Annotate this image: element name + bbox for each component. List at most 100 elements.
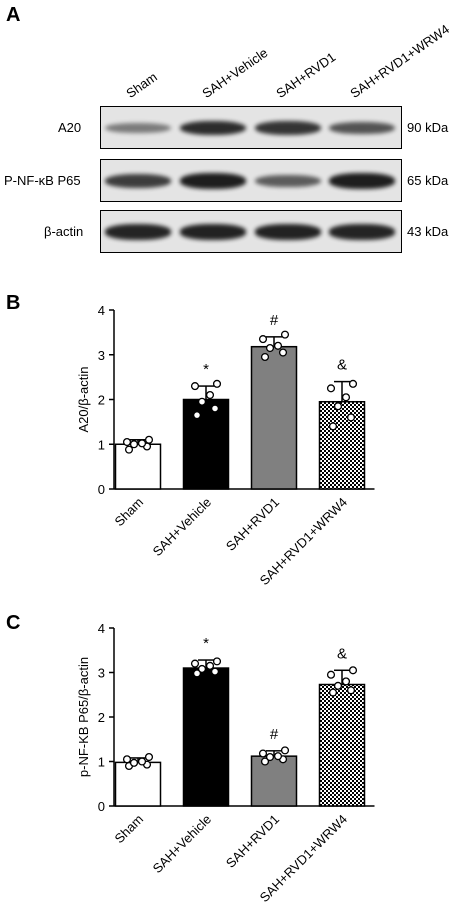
y-tick-label: 1 <box>98 437 105 452</box>
y-axis-label: p-NF-KB P65/β-actin <box>76 657 91 777</box>
data-point <box>278 348 288 357</box>
blot-band <box>180 224 246 240</box>
data-point <box>258 749 268 758</box>
blot-strip-p-nf-kb-p65 <box>100 159 402 202</box>
data-point <box>326 670 336 679</box>
x-tick-label: SAH+Vehicle <box>150 812 215 877</box>
y-tick-label: 0 <box>98 482 105 497</box>
data-point <box>265 753 275 762</box>
blot-band <box>255 174 321 188</box>
blot-kda-beta-actin: 43 kDa <box>407 224 449 239</box>
data-point <box>129 758 139 767</box>
data-point <box>122 437 132 447</box>
significance-mark: & <box>337 357 347 374</box>
data-point <box>341 677 351 686</box>
x-tick-label: SAH+RVD1 <box>223 495 282 554</box>
data-point <box>260 757 270 766</box>
data-point <box>280 746 290 755</box>
lane-label-sah-rvd1-wrw4: SAH+RVD1+WRW4 <box>347 21 453 101</box>
data-point <box>273 341 283 350</box>
blot-name-p-nf-kb-p65: P-NF-κB P65 <box>4 173 81 188</box>
blot-band <box>329 121 395 135</box>
data-point <box>346 413 356 422</box>
significance-mark: & <box>337 645 347 662</box>
data-point <box>124 445 134 454</box>
data-point <box>341 393 351 402</box>
data-point <box>197 664 207 673</box>
data-point <box>137 757 147 766</box>
blot-band <box>329 224 395 240</box>
data-point <box>328 688 338 697</box>
bar-chart-a20: 0 1 2 3 4 A20/β-actin Sham * SAH+Vehicle # SAH+RVD… <box>76 303 375 588</box>
data-point <box>192 411 202 420</box>
y-tick-label: 4 <box>98 621 105 636</box>
data-point <box>260 352 270 362</box>
data-point <box>333 681 343 690</box>
lane-label-sah-vehicle: SAH+Vehicle <box>199 44 271 101</box>
blot-band <box>105 224 171 240</box>
x-tick-label: SAH+Vehicle <box>150 495 215 560</box>
data-point <box>348 666 358 675</box>
data-point <box>210 667 220 676</box>
data-point <box>129 440 139 449</box>
data-point <box>346 686 356 695</box>
blot-strip-a20 <box>100 106 402 149</box>
significance-mark: # <box>270 312 279 329</box>
significance-mark: * <box>203 361 209 378</box>
blot-name-beta-actin: β-actin <box>44 224 84 239</box>
significance-mark: # <box>270 726 279 743</box>
bar-2 <box>250 755 298 807</box>
data-point <box>205 661 215 670</box>
panel-letter-c: C <box>6 612 21 634</box>
y-tick-label: 3 <box>98 666 105 681</box>
x-tick-label: SAH+RVD1 <box>223 812 282 871</box>
y-tick-label: 2 <box>98 710 105 725</box>
blot-kda-p-nf-kb-p65: 65 kDa <box>407 173 449 188</box>
y-tick-label: 0 <box>98 799 105 814</box>
bar-2 <box>250 345 298 490</box>
data-point <box>273 752 283 761</box>
y-axis-label: A20/β-actin <box>76 366 91 432</box>
x-tick-label: Sham <box>111 812 146 847</box>
bar-0 <box>114 443 162 490</box>
bar-1 <box>182 667 230 807</box>
panel-letter-b: B <box>6 292 21 314</box>
panel-letter-a: A <box>6 4 21 26</box>
bar-1 <box>182 398 230 490</box>
data-point <box>328 422 338 431</box>
blot-band <box>180 173 246 189</box>
data-point <box>122 755 132 764</box>
blot-band <box>255 224 321 240</box>
data-point <box>348 379 358 388</box>
data-point <box>192 669 202 678</box>
data-point <box>190 659 200 668</box>
blot-strip-beta-actin <box>100 210 402 253</box>
data-point <box>137 439 147 448</box>
blot-band <box>105 174 171 188</box>
y-tick-label: 1 <box>98 755 105 770</box>
blot-kda-a20: 90 kDa <box>407 120 449 135</box>
data-point <box>144 435 154 444</box>
lane-label-sah-rvd1: SAH+RVD1 <box>273 49 339 101</box>
data-point <box>210 404 220 413</box>
bar-3 <box>318 683 366 807</box>
data-point <box>212 379 222 388</box>
lane-label-sham: Sham <box>123 69 160 101</box>
y-tick-label: 3 <box>98 348 105 363</box>
y-tick-label: 2 <box>98 393 105 408</box>
data-point <box>197 397 207 406</box>
x-tick-label: Sham <box>111 495 146 530</box>
data-point <box>280 330 290 339</box>
data-point <box>205 390 215 400</box>
blot-band <box>105 122 171 134</box>
bar-0 <box>114 761 162 807</box>
y-tick-label: 4 <box>98 303 105 318</box>
data-point <box>333 402 343 411</box>
bar-chart-p-nf-kb-p65: 0 1 2 3 4 p-NF-KB P65/β-actin Sham * SAH+Vehicle… <box>76 621 375 905</box>
data-point <box>190 382 200 391</box>
data-point <box>212 657 222 666</box>
data-point <box>144 753 154 762</box>
data-point <box>326 384 336 393</box>
data-point <box>265 343 275 353</box>
blot-name-a20: A20 <box>58 120 82 135</box>
